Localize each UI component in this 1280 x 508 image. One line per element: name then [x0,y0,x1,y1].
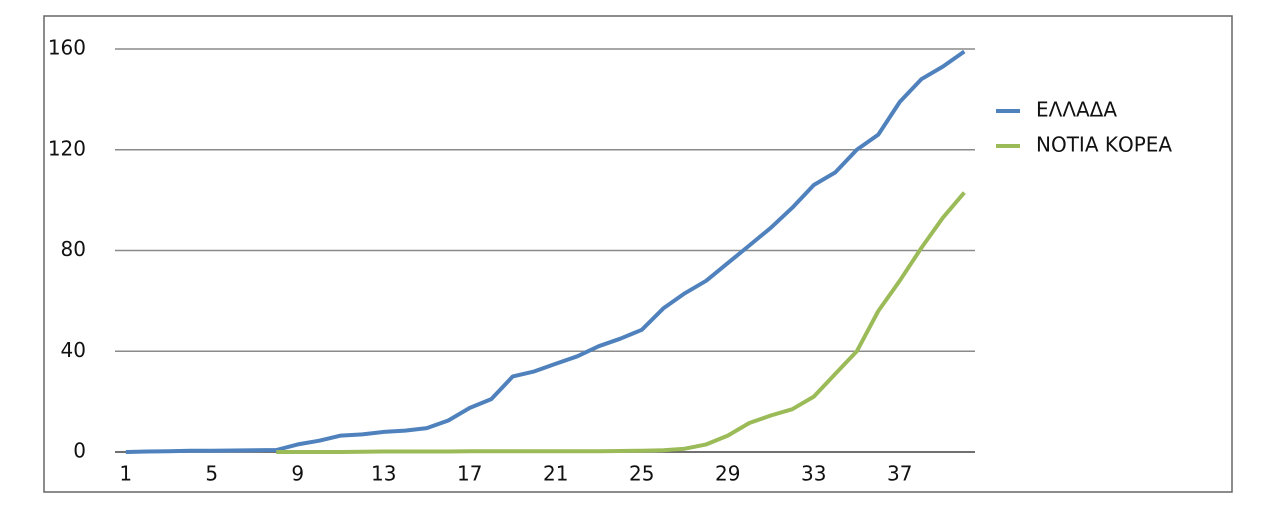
y-tick-label: 160 [48,36,86,60]
x-tick-label: 9 [291,462,304,486]
x-tick-label: 37 [887,462,912,486]
y-tick-label: 80 [61,237,86,261]
series-line [276,191,966,454]
y-tick-label: 120 [48,136,86,160]
legend-label: ΝΟΤΙΑ ΚΟΡΕΑ [1036,133,1172,157]
legend-label: ΕΛΛΑΔΑ [1036,98,1117,122]
x-tick-label: 21 [543,462,568,486]
x-tick-label: 13 [371,462,396,486]
chart-border [43,15,1233,493]
x-tick-label: 5 [205,462,218,486]
x-tick-label: 25 [629,462,654,486]
x-tick-label: 33 [801,462,826,486]
series-line [125,49,966,454]
y-tick-label: 40 [61,338,86,362]
x-tick-label: 17 [457,462,482,486]
x-tick-label: 29 [715,462,740,486]
y-tick-label: 0 [73,439,86,463]
x-tick-label: 1 [119,462,132,486]
